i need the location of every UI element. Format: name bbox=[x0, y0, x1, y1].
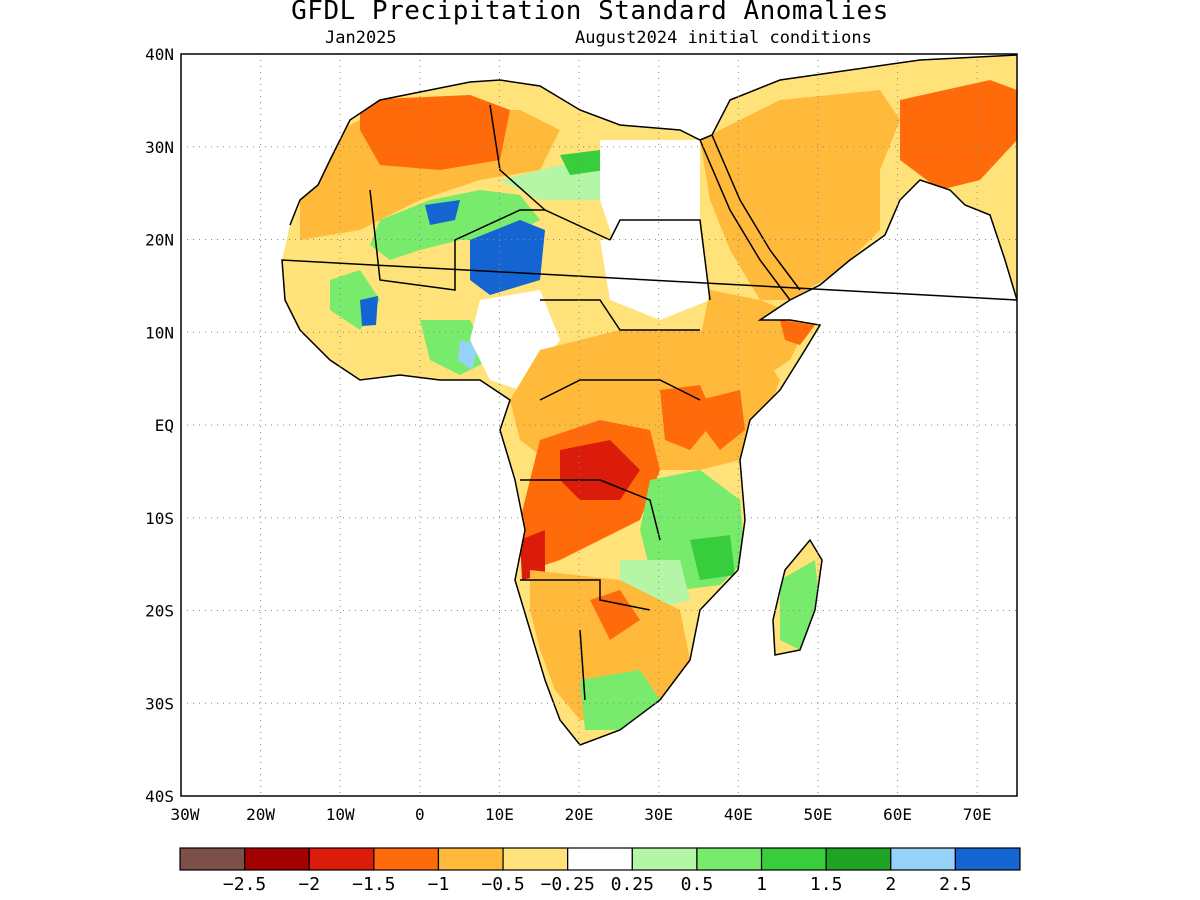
lat-label: 10N bbox=[145, 323, 174, 342]
map-title: GFDL Precipitation Standard Anomalies bbox=[291, 0, 889, 26]
lon-label: 30W bbox=[171, 805, 200, 824]
colorbar-swatch bbox=[954, 847, 1021, 871]
lon-label: 40E bbox=[724, 805, 753, 824]
lon-label: 60E bbox=[883, 805, 912, 824]
lat-label: 10S bbox=[145, 509, 174, 528]
colorbar-swatch bbox=[373, 847, 440, 871]
lat-label: 30N bbox=[145, 138, 174, 157]
colorbar-label: 0.5 bbox=[681, 874, 714, 895]
colorbar-label: 2.5 bbox=[939, 874, 972, 895]
lon-label: 10W bbox=[326, 805, 355, 824]
lon-label: 0 bbox=[415, 805, 425, 824]
colorbar-swatch bbox=[179, 847, 246, 871]
initial-conditions: August2024 initial conditions bbox=[575, 28, 872, 48]
colorbar-swatch bbox=[825, 847, 892, 871]
colorbar-label: −2.5 bbox=[223, 874, 266, 895]
lat-label: 40N bbox=[145, 45, 174, 64]
colorbar-swatch bbox=[567, 847, 633, 871]
colorbar-label: −1 bbox=[428, 874, 450, 895]
lat-label: 40S bbox=[145, 787, 174, 806]
lon-label: 20W bbox=[246, 805, 275, 824]
colorbar-label: 1.5 bbox=[810, 874, 843, 895]
colorbar-label: −0.5 bbox=[481, 874, 524, 895]
colorbar-swatch bbox=[308, 847, 375, 871]
lon-label: 70E bbox=[963, 805, 992, 824]
colorbar-label: −0.25 bbox=[541, 874, 595, 895]
colorbar-label: −1.5 bbox=[352, 874, 395, 895]
lat-label: 20S bbox=[145, 602, 174, 621]
lat-label: 20N bbox=[145, 231, 174, 250]
colorbar-swatch bbox=[890, 847, 956, 871]
lat-label: 30S bbox=[145, 694, 174, 713]
colorbar bbox=[179, 847, 1021, 871]
colorbar-label: 2 bbox=[885, 874, 896, 895]
lon-label: 50E bbox=[803, 805, 832, 824]
colorbar-swatch bbox=[244, 847, 310, 871]
colorbar-swatch bbox=[502, 847, 569, 871]
colorbar-label: 1 bbox=[756, 874, 767, 895]
colorbar-swatch bbox=[437, 847, 504, 871]
lon-label: 30E bbox=[644, 805, 673, 824]
map-frame bbox=[180, 53, 1018, 797]
colorbar-swatch bbox=[631, 847, 698, 871]
lon-label: 20E bbox=[565, 805, 594, 824]
lon-label: 10E bbox=[485, 805, 514, 824]
lat-label: EQ bbox=[155, 416, 174, 435]
colorbar-label: −2 bbox=[298, 874, 320, 895]
colorbar-label: 0.25 bbox=[611, 874, 654, 895]
forecast-month: Jan2025 bbox=[325, 28, 397, 48]
colorbar-swatch bbox=[696, 847, 763, 871]
colorbar-swatch bbox=[760, 847, 827, 871]
